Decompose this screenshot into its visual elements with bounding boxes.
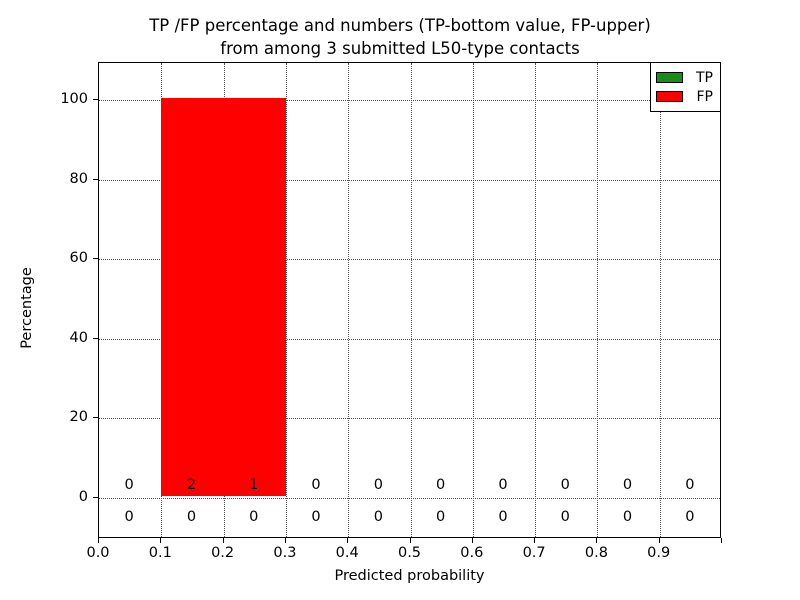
x-axis-label: Predicted probability: [334, 568, 485, 584]
tp-count-label: 0: [373, 509, 383, 525]
x-tick-label: 0.1: [148, 545, 172, 561]
x-tick: [596, 538, 598, 543]
legend-swatch-icon: [656, 72, 683, 83]
tp-count-label: 0: [685, 509, 695, 525]
gridline-vertical: [535, 63, 537, 537]
x-tick: [160, 538, 162, 543]
tp-count-label: 0: [436, 509, 446, 525]
plot-inner: [99, 63, 720, 537]
chart-legend: TP FP: [650, 62, 721, 112]
fp-count-label: 2: [186, 477, 197, 493]
fp-count-label: 0: [436, 477, 446, 493]
fp-count-label: 0: [124, 477, 134, 493]
tp-count-label: 0: [249, 509, 259, 525]
gridline-horizontal: [99, 338, 720, 340]
tp-count-label: 0: [622, 509, 633, 525]
y-tick: [93, 497, 98, 498]
x-tick: [222, 538, 224, 543]
chart-title: TP /FP percentage and numbers (TP-bottom…: [149, 16, 651, 58]
x-tick-label: 0.7: [522, 545, 546, 561]
gridline-horizontal: [99, 418, 720, 420]
x-tick-label: 0.3: [273, 545, 297, 561]
y-tick: [93, 99, 98, 100]
tp-count-label: 0: [311, 509, 321, 525]
tp-count-label: 0: [186, 509, 197, 525]
legend-label: FP: [696, 88, 714, 105]
fp-count-label: 0: [622, 477, 633, 493]
y-tick: [93, 178, 98, 180]
fp-count-label: 0: [685, 477, 695, 493]
y-tick: [93, 417, 98, 419]
gridline-vertical: [285, 63, 287, 537]
y-tick-label: 60: [69, 250, 88, 267]
x-tick: [534, 538, 536, 543]
x-tick-label: 0.0: [86, 545, 110, 561]
x-tick-label: 0.6: [460, 545, 484, 561]
y-tick-label: 80: [69, 170, 88, 187]
x-tick: [347, 538, 349, 543]
x-tick: [284, 538, 286, 543]
fp-count-label: 0: [311, 477, 321, 493]
x-tick-label: 0.5: [397, 545, 422, 561]
plot-area: [98, 62, 721, 538]
gridline-vertical: [348, 63, 350, 537]
gridline-horizontal: [99, 498, 720, 499]
y-tick-label: 20: [69, 409, 88, 426]
x-tick-label: 0.8: [584, 545, 608, 561]
gridline-vertical: [659, 63, 661, 537]
y-tick: [93, 337, 98, 339]
tp-count-label: 0: [498, 509, 508, 525]
y-axis-label: Percentage: [19, 267, 35, 349]
tp-count-label: 0: [560, 509, 570, 525]
y-tick-label: 40: [69, 329, 88, 346]
legend-item-tp: TP: [656, 68, 714, 87]
fp-count-label: 1: [249, 477, 259, 493]
x-tick: [658, 538, 660, 543]
bar-fp: [161, 98, 224, 496]
x-tick-label: 0.4: [335, 545, 359, 561]
legend-item-fp: FP: [656, 87, 714, 106]
x-tick: [471, 538, 473, 543]
gridline-vertical: [597, 63, 599, 537]
gridline-horizontal: [99, 100, 720, 101]
x-tick: [409, 538, 411, 543]
gridline-horizontal: [99, 259, 720, 261]
x-tick: [721, 538, 722, 543]
gridline-horizontal: [99, 179, 720, 181]
tp-count-label: 0: [124, 509, 134, 525]
y-tick: [93, 258, 98, 260]
y-tick-label: 0: [78, 489, 88, 505]
fp-count-label: 0: [560, 477, 570, 493]
y-tick-label: 100: [60, 91, 88, 107]
gridline-vertical: [472, 63, 474, 537]
gridline-vertical: [410, 63, 412, 537]
legend-label: TP: [696, 69, 713, 86]
x-tick-label: 0.2: [211, 545, 235, 561]
x-tick: [98, 538, 99, 543]
bar-fp: [223, 98, 286, 496]
fp-count-label: 0: [373, 477, 383, 493]
fp-count-label: 0: [498, 477, 508, 493]
legend-swatch-icon: [656, 91, 683, 102]
x-tick-label: 0.9: [647, 545, 671, 561]
